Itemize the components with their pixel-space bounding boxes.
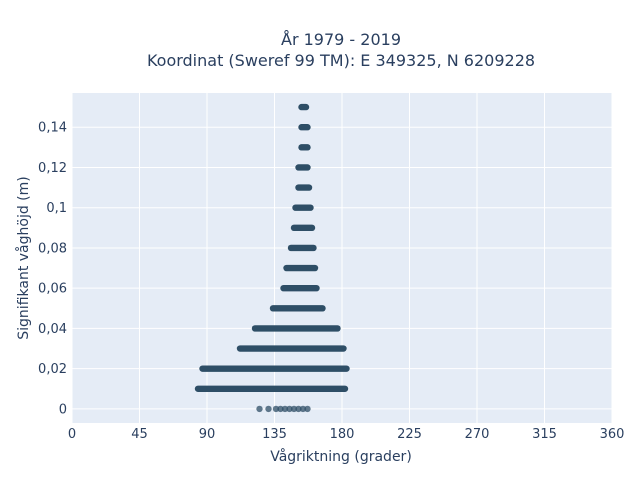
data-point xyxy=(295,405,302,413)
y-tick-label: 0 xyxy=(59,402,67,417)
data-point xyxy=(290,405,298,413)
y-tick-label: 0,12 xyxy=(38,161,67,176)
x-tick-label: 315 xyxy=(532,427,557,442)
x-axis-label: Vågriktning (grader) xyxy=(270,448,412,465)
data-band xyxy=(298,144,311,151)
x-tick-label: 135 xyxy=(262,427,287,442)
data-point xyxy=(265,405,272,413)
y-tick-label: 0,06 xyxy=(38,282,67,297)
data-point xyxy=(277,405,284,413)
data-point xyxy=(256,405,263,413)
y-tick-label: 0,14 xyxy=(38,121,67,136)
chart-title-line1: År 1979 - 2019 xyxy=(281,30,401,49)
data-band xyxy=(194,385,349,392)
y-axis-label: Signifikant våghöjd (m) xyxy=(15,176,32,339)
data-band xyxy=(269,305,326,312)
x-tick-label: 225 xyxy=(397,427,422,442)
chart-title-line2: Koordinat (Sweref 99 TM): E 349325, N 62… xyxy=(147,51,535,70)
data-point xyxy=(299,405,307,413)
x-tick-label: 270 xyxy=(465,427,490,442)
data-band xyxy=(298,124,311,131)
data-band xyxy=(251,325,341,332)
y-tick-labels: 0 0,02 0,04 0,06 0,08 0,1 0,12 0,14 xyxy=(38,121,67,418)
x-tick-label: 0 xyxy=(68,427,76,442)
data-band xyxy=(290,224,316,232)
data-band xyxy=(287,244,317,252)
data-band xyxy=(292,204,314,211)
x-tick-label: 360 xyxy=(600,427,625,442)
y-tick-label: 0,04 xyxy=(38,322,67,337)
x-tick-label: 45 xyxy=(131,427,148,442)
data-band xyxy=(199,365,350,372)
x-tick-labels: 0 45 90 135 180 225 270 315 360 xyxy=(68,427,625,442)
data-band xyxy=(280,284,320,292)
data-band xyxy=(295,184,313,191)
y-tick-label: 0,02 xyxy=(38,362,67,377)
data-point xyxy=(304,405,311,413)
data-point xyxy=(281,405,289,413)
data-point xyxy=(286,405,293,413)
data-point xyxy=(272,405,280,413)
y-tick-label: 0,1 xyxy=(46,201,67,216)
x-tick-label: 180 xyxy=(330,427,355,442)
data-band xyxy=(283,264,319,272)
data-points xyxy=(194,103,350,413)
x-tick-label: 90 xyxy=(199,427,216,442)
data-band xyxy=(298,103,310,111)
data-band xyxy=(236,345,347,352)
data-band xyxy=(295,164,311,171)
y-tick-label: 0,08 xyxy=(38,241,67,256)
